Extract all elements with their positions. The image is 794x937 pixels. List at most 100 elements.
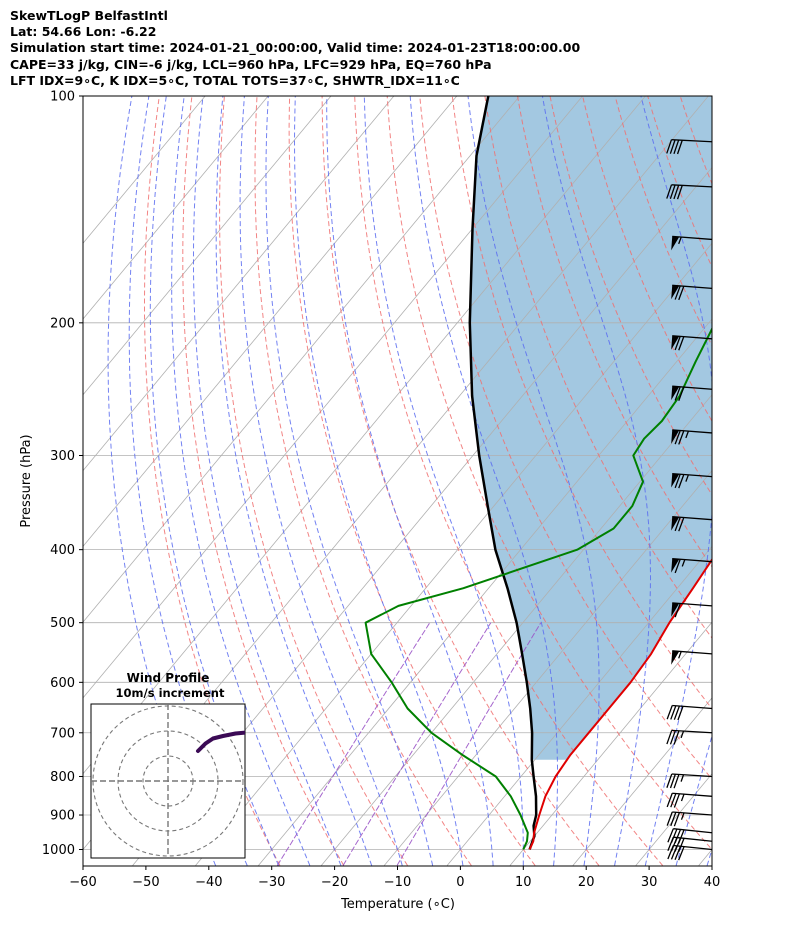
moist-adiabat [706,847,712,866]
stability-indices-1: CAPE=33 j/kg, CIN=-6 j/kg, LCL=960 hPa, … [10,56,492,72]
dry-adiabat [288,96,536,866]
wind-barb-half-feather [678,236,682,245]
wind-barb-feather [666,773,673,788]
wind-barb [666,773,713,789]
wind-barb-staff [672,235,713,241]
hodograph-trace [196,730,245,753]
wind-barb-feather [678,285,685,301]
moist-adiabat [326,96,494,866]
wind-barb-feather [666,793,673,808]
y-tick-label: 1000 [42,843,75,858]
isotherm [509,621,712,866]
moist-adiabat [239,96,403,866]
wind-barb-feather [678,838,685,853]
plot-area [83,96,794,866]
wind-barb-feather [673,184,680,200]
isotherm [446,545,712,866]
wind-barb-feather [669,139,676,154]
isotherm [321,394,712,866]
x-tick-label: 40 [704,875,721,890]
wind-barb-feather [669,184,676,199]
wind-barb [666,184,713,200]
wind-barb [671,650,713,665]
isotherm [83,96,206,244]
wind-barb-half-feather [680,812,685,820]
wind-barb-feather [678,386,685,401]
moist-adiabat [467,96,600,866]
wind-barb-pennant [671,285,680,300]
wind-barb-feather [674,517,681,532]
wind-barb [671,602,713,618]
wind-barb-half-feather [681,559,686,567]
x-axis-label: Temperature (∘C) [340,897,455,912]
x-tick-label: 10 [515,875,532,890]
y-tick-label: 400 [50,543,75,558]
wind-barb-staff [672,558,713,563]
hodograph-subtitle: 10m/s increment [116,686,225,700]
wind-barb-half-feather [685,474,690,482]
y-axis-label: Pressure (hPa) [19,434,34,527]
wind-barb-half-feather [680,730,685,739]
wind-barb [671,235,713,251]
isotherm [258,318,712,866]
dry-adiabat [778,96,794,866]
x-tick-label: 20 [578,875,595,890]
x-tick-label: 30 [641,875,658,890]
dry-adiabat [386,96,712,851]
wind-barb-feather [673,139,680,155]
wind-barb-feather [678,474,685,489]
x-tick-label: −10 [384,875,411,890]
wind-barb-feather [673,730,680,745]
simulation-times: Simulation start time: 2024-01-21_00:00:… [10,40,581,56]
wind-barb-feather [667,828,674,843]
wind-barb-half-feather [685,430,690,439]
moist-adiabat [265,96,434,866]
wind-barb-feather [670,828,678,843]
y-tick-label: 500 [50,616,75,631]
station-coordinates: Lat: 54.66 Lon: -6.22 [10,24,157,40]
wind-barb-feather [674,473,681,489]
dry-adiabat [182,96,345,866]
wind-barb-feather [673,774,680,789]
wind-barb-feather [670,705,677,720]
isotherm [572,697,712,866]
wind-barb [666,811,713,827]
wind-barb-half-feather [680,774,685,782]
isotherm [195,242,712,866]
wind-barb-feather [678,336,685,351]
wind-barbs [666,139,713,861]
parcel-path-line [468,96,538,850]
moist-adiabat [293,96,464,866]
wind-barb [671,515,713,532]
wind-barb-feather [678,430,685,445]
hodograph-title: Wind Profile [127,671,210,685]
wind-barb-feather [673,812,681,827]
x-tick-label: 0 [456,875,464,890]
dry-adiabat [713,96,794,866]
isotherm [83,96,269,320]
chart-title: SkewTLogP BelfastIntl [10,8,168,23]
wind-barb [666,792,713,808]
isotherm [83,96,332,396]
wind-barb-feather [669,730,676,745]
wind-barb-feather [676,140,683,155]
moist-adiabat [640,96,712,866]
wind-barb-feather [666,139,673,154]
wind-barb [671,385,713,401]
y-tick-label: 300 [50,449,75,464]
wind-barb [666,139,713,155]
wind-barb-pennant [671,473,680,488]
stability-indices-2: LFT IDX=9∘C, K IDX=5∘C, TOTAL TOTS=37∘C,… [10,72,460,88]
wind-barb-feather [669,774,676,789]
wind-barb-pennant [671,429,680,444]
moist-adiabat [363,96,524,866]
wind-barb-feather [670,812,677,827]
wind-barb-pennant [671,236,680,251]
wind-barb-pennant [671,602,680,617]
dewpoint-line [364,326,712,850]
wind-barb-feather [673,705,681,720]
wind-barb-feather [673,793,681,808]
wind-barb-staff [672,602,713,607]
y-tick-label: 200 [50,316,75,331]
